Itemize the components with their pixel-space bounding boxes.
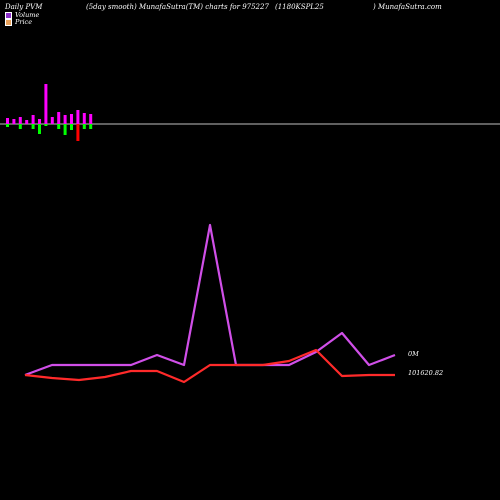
price-last-label: 101620.82 [408, 369, 443, 377]
series-line-price [24, 348, 395, 384]
volume-bar [6, 124, 9, 127]
legend-price-swatch [5, 18, 12, 26]
volume-bar [44, 84, 48, 124]
volume-bar [25, 120, 29, 124]
volume-bar [76, 110, 80, 124]
volume-bar [38, 119, 41, 124]
legend-volume-label: Volume [15, 11, 40, 19]
series-line-volume [24, 223, 396, 377]
volume-bar [18, 124, 22, 129]
volume-bar [44, 124, 48, 126]
volume-bar [76, 124, 80, 141]
header-left: Daily PVM [5, 3, 43, 11]
volume-bar [70, 114, 73, 124]
volume-bar [63, 115, 67, 124]
volume-bar [18, 117, 22, 124]
volume-bar [6, 118, 9, 124]
volume-bar [89, 124, 93, 129]
legend-price-label: Price [15, 18, 33, 26]
header-ticker: (1180KSPL25 [275, 3, 324, 11]
legend-volume-swatch [5, 11, 12, 19]
legend-volume: Volume [5, 11, 39, 19]
header-smooth: (5day smooth) MunafaSutra(TM) charts for… [86, 3, 269, 11]
volume-bar [31, 124, 35, 129]
volume-bar [82, 124, 86, 129]
volume-bar [31, 115, 35, 124]
legend-price: Price [5, 18, 32, 26]
volume-bar [82, 113, 86, 124]
volume-bar [63, 124, 67, 135]
volume-bar [12, 119, 16, 124]
volume-bar [57, 112, 61, 124]
volume-bar [70, 124, 73, 130]
volume-last-label: 0M [408, 350, 419, 358]
volume-bar [89, 114, 93, 124]
volume-bar [50, 117, 54, 124]
volume-bar [57, 124, 61, 129]
volume-bar [38, 124, 41, 134]
header-site: ) MunafaSutra.com [373, 3, 442, 11]
